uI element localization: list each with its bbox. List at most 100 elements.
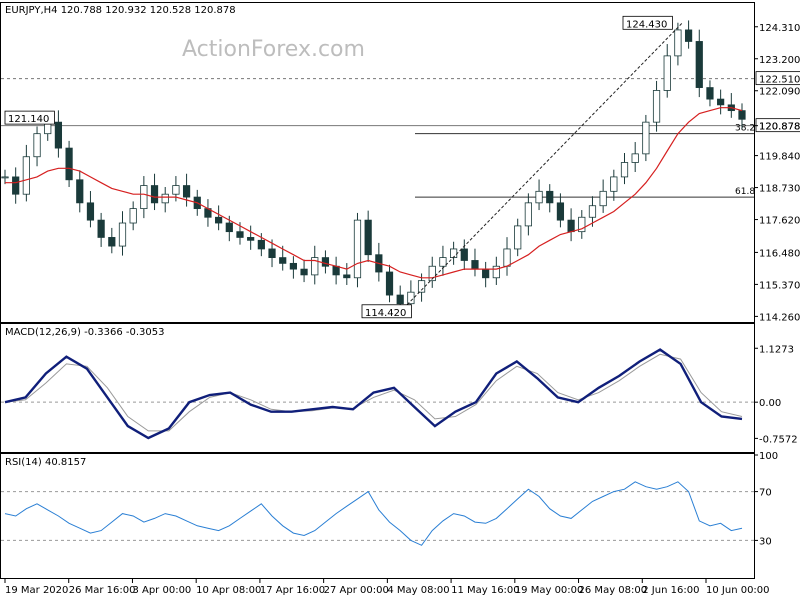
trend-line — [399, 22, 683, 313]
rsi-layer — [1, 481, 754, 546]
price-candle-body — [108, 237, 116, 247]
price-panel-title: EURJPY,H4 120.788 120.932 120.528 120.87… — [5, 5, 236, 16]
x-tick-label: 4 May 08:00 — [387, 585, 449, 596]
price-candle-body — [150, 185, 159, 204]
price-y-tick-label: 114.260 — [759, 312, 800, 323]
x-tick-label: 27 Apr 00:00 — [324, 585, 389, 596]
price-candle-body — [567, 219, 575, 233]
axis-layer: 124.310 123.200 122.090 120.878 119.840 118.7… — [4, 23, 800, 596]
price-candle-body — [482, 268, 490, 279]
price-candle-body — [54, 121, 63, 149]
x-tick-label: 2 Jun 16:00 — [642, 585, 699, 596]
price-candle-body — [161, 193, 169, 204]
price-candle-body — [610, 176, 618, 192]
price-layer: 38.2 61.8 124.430 121.140 114.420 122.510 120.… — [1, 15, 800, 319]
price-candle-body — [460, 248, 468, 261]
macd-signal-line — [4, 353, 743, 432]
rsi-y-tick-label: 100 — [759, 451, 778, 462]
price-candle-body — [76, 179, 84, 204]
price-candle-body — [738, 110, 746, 120]
price-candle-body — [247, 237, 255, 241]
rsi-y-tick-label: 30 — [759, 536, 772, 547]
price-candle-body — [321, 257, 330, 267]
price-label-box — [622, 15, 673, 30]
price-candle-body — [471, 260, 479, 270]
price-label-text: 121.140 — [8, 114, 49, 125]
price-y-tick-label: 116.480 — [759, 248, 800, 259]
price-candle-body — [311, 257, 319, 276]
price-candle-body — [86, 202, 95, 221]
macd-panel-title: MACD(12,26,9) -0.3366 -0.3053 — [5, 327, 165, 338]
price-candle-body — [279, 257, 287, 264]
price-candle-body — [364, 219, 372, 256]
price-candle-body — [428, 265, 436, 282]
rsi-line — [4, 481, 743, 546]
price-candle-body — [439, 257, 447, 267]
macd-y-tick-label: -0.7572 — [759, 434, 798, 445]
price-candle-body — [236, 231, 244, 238]
price-y-tick-label: 117.620 — [759, 216, 800, 227]
price-candle-body — [65, 147, 73, 181]
price-label-box — [755, 71, 800, 86]
price-candle-body — [706, 87, 714, 100]
price-candle-body — [546, 190, 554, 204]
price-y-tick-label: 118.730 — [759, 184, 800, 195]
fib-level-label: 38.2 — [735, 124, 755, 134]
price-y-tick-label: 115.370 — [759, 280, 800, 291]
price-panel-frame — [0, 2, 755, 323]
price-candle-body — [332, 265, 340, 276]
price-candle-body — [257, 239, 265, 250]
x-tick-label: 10 Jun 00:00 — [706, 585, 770, 596]
price-candle-body — [588, 205, 597, 218]
price-candle-body — [631, 153, 639, 163]
macd-y-tick-label: 0.00 — [759, 398, 781, 409]
price-candle-body — [33, 133, 41, 158]
price-candle-body — [524, 202, 532, 227]
price-candle-body — [514, 225, 522, 250]
price-label-box — [4, 110, 55, 125]
price-candle-body — [503, 248, 511, 267]
price-label-text: 122.510 — [759, 75, 800, 86]
rsi-panel-frame — [0, 453, 755, 579]
price-y-tick-label: 124.310 — [759, 23, 800, 34]
price-candle-body — [492, 265, 500, 279]
price-label-text: 120.878 — [759, 122, 800, 133]
price-candle-body — [118, 222, 127, 247]
macd-panel-frame — [0, 323, 755, 453]
price-y-tick-label: 122.090 — [759, 87, 800, 98]
price-y-tick-label: 123.200 — [759, 55, 800, 66]
price-candle-body — [642, 121, 650, 155]
price-candle-body — [225, 222, 233, 233]
x-tick-label: 26 May 08:00 — [579, 585, 648, 596]
price-label-text: 124.430 — [626, 19, 667, 30]
price-candle-body — [556, 202, 565, 221]
price-y-tick-label: 119.840 — [759, 152, 800, 163]
price-candle-body — [182, 185, 191, 198]
macd-layer — [1, 348, 754, 440]
x-tick-label: 19 May 00:00 — [515, 585, 584, 596]
price-candle-body — [343, 274, 351, 279]
price-candle-body — [1, 176, 9, 179]
price-candle-body — [663, 55, 671, 91]
moving-average-line — [5, 107, 743, 279]
x-tick-label: 11 May 16:00 — [451, 585, 520, 596]
price-y-tick-label: 120.878 — [759, 122, 800, 133]
rsi-panel-title: RSI(14) 40.8157 — [5, 457, 86, 468]
x-tick-label: 10 Apr 08:00 — [196, 585, 261, 596]
price-candle-body — [215, 216, 223, 224]
macd-line — [4, 348, 743, 440]
price-candle-body — [22, 156, 30, 195]
price-candle-body — [695, 41, 703, 88]
price-candle-body — [12, 176, 20, 195]
price-candle-body — [620, 162, 629, 178]
price-candle-body — [353, 219, 362, 279]
fib-level-label: 61.8 — [735, 187, 755, 197]
price-candle-body — [674, 29, 682, 57]
price-label-box — [361, 304, 412, 319]
x-tick-label: 19 Mar 2020 — [5, 585, 68, 596]
price-candle-body — [407, 291, 415, 305]
price-candle-body — [268, 248, 276, 258]
rsi-y-tick-label: 70 — [759, 488, 772, 499]
price-candle-body — [289, 262, 297, 270]
